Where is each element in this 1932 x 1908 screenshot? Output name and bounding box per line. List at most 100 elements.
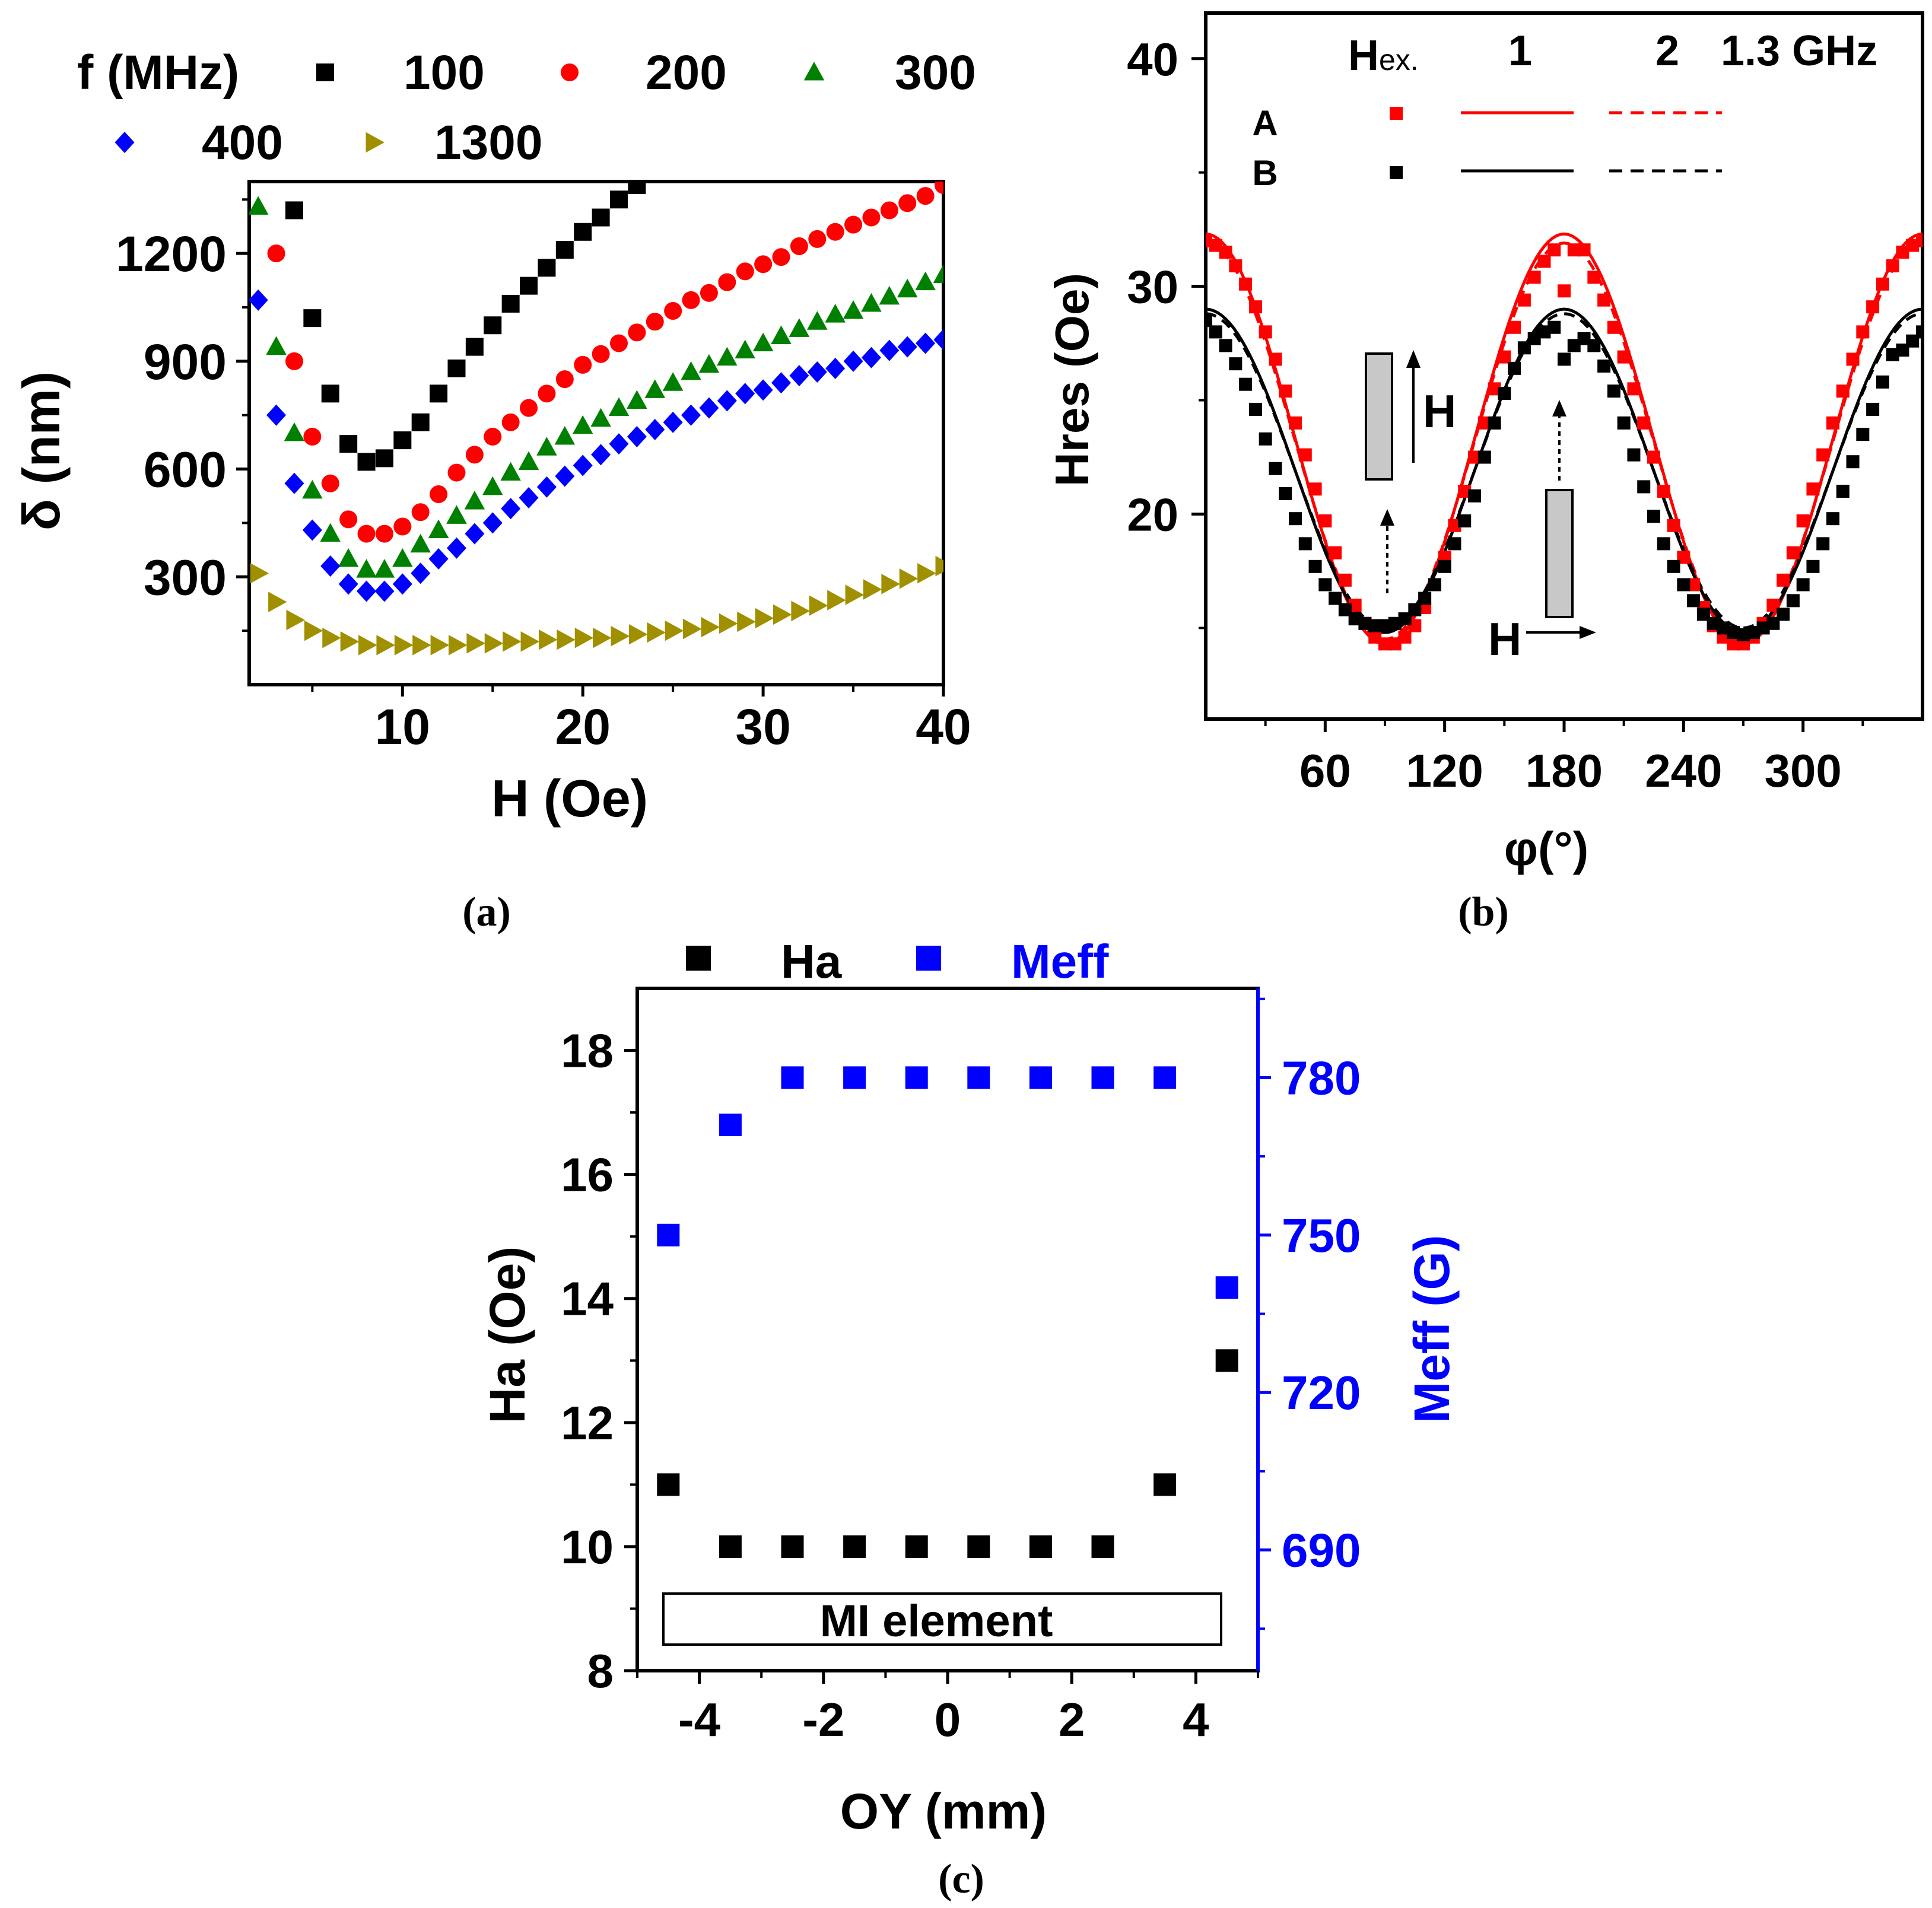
point-a-1300: [557, 629, 576, 650]
inset-h-vertical: H: [1423, 385, 1456, 437]
point-b-B-exp: [1468, 489, 1481, 503]
y2tick-label-c: 720: [1282, 1366, 1361, 1419]
xtick-label-c: 0: [935, 1693, 961, 1746]
point-a-200: [700, 284, 718, 302]
point-a-200: [555, 370, 574, 389]
point-b-B-exp: [1677, 578, 1690, 592]
point-a-100: [285, 201, 303, 220]
point-a-100: [375, 449, 393, 468]
point-b-B-exp: [1756, 621, 1770, 635]
point-b-B-exp: [1269, 462, 1282, 475]
point-b-A-exp: [1259, 325, 1272, 339]
point-a-200: [357, 524, 376, 543]
point-a-400: [627, 426, 647, 448]
point-a-1300: [647, 622, 666, 643]
point-a-200: [844, 215, 863, 234]
point-b-A-exp: [1806, 482, 1820, 496]
y2tick-label-c: 690: [1282, 1524, 1361, 1577]
point-a-1300: [863, 579, 882, 600]
point-b-A-exp: [1508, 320, 1521, 334]
point-a-300: [861, 292, 882, 312]
point-b-B-exp: [1248, 402, 1262, 416]
point-a-100: [430, 384, 448, 403]
point-b-B-exp: [1388, 616, 1402, 630]
legend-a-entry-300: 300: [895, 46, 976, 100]
point-a-400: [861, 346, 881, 368]
legend-b-col1: 1: [1508, 27, 1532, 75]
panel-b-xlabel: φ(°): [1504, 822, 1589, 875]
point-b-A-exp: [1308, 482, 1322, 496]
point-a-400: [284, 472, 304, 494]
point-b-B-exp: [1206, 314, 1212, 327]
legend-b-hex-main: H: [1348, 32, 1379, 80]
point-a-200: [808, 230, 827, 248]
point-a-300: [392, 548, 413, 567]
point-b-A-exp: [1777, 573, 1790, 587]
point-b-A-exp: [1916, 234, 1923, 247]
legend-c-meff: Meff: [1011, 935, 1109, 988]
xtick-label-b: 60: [1299, 745, 1351, 797]
point-a-300: [410, 533, 431, 553]
point-b-B-exp: [1229, 357, 1243, 371]
point-b-B-exp: [1717, 621, 1730, 635]
legend-c-ha: Ha: [781, 935, 842, 988]
legend-a-title: f (MHz): [77, 46, 239, 100]
point-a-300: [915, 271, 936, 291]
point-a-100: [628, 182, 646, 195]
point-b-B-exp: [1896, 344, 1909, 357]
point-a-1300: [340, 631, 360, 652]
point-a-200: [375, 524, 393, 543]
point-b-A-exp: [1458, 485, 1472, 498]
inset-dotted-arrowhead-center: [1552, 400, 1566, 416]
point-a-1300: [881, 574, 900, 594]
point-b-B-exp: [1259, 432, 1272, 446]
point-a-100: [664, 151, 682, 169]
legend-b-hex: Hex.: [1348, 32, 1419, 80]
point-b-B-exp: [1597, 360, 1611, 373]
point-b-A-exp: [1468, 450, 1481, 464]
point-a-200: [826, 222, 844, 241]
point-b-B-exp: [1906, 334, 1920, 348]
point-a-200: [393, 517, 412, 536]
point-b-B-exp: [1558, 352, 1571, 366]
point-a-1300: [628, 624, 648, 645]
point-a-100: [592, 208, 610, 227]
point-b-A-exp: [1856, 325, 1870, 339]
point-a-1300: [466, 633, 485, 654]
point-a-100: [574, 222, 592, 241]
point-a-100: [501, 294, 520, 313]
panel-c-ylabel: Ha (Oe): [479, 1246, 535, 1424]
point-a-200: [736, 262, 754, 281]
point-b-A-exp: [1627, 382, 1641, 396]
y2tick-label-c: 780: [1282, 1051, 1361, 1104]
point-b-B-exp: [1488, 416, 1501, 430]
point-a-100: [700, 122, 718, 140]
point-a-200: [935, 182, 943, 195]
legend-a-marker-400: [115, 132, 135, 153]
point-a-1300: [574, 628, 594, 648]
point-a-300: [284, 422, 305, 441]
point-a-400: [573, 454, 593, 476]
point-a-400: [428, 548, 449, 570]
point-a-400: [320, 555, 341, 577]
point-c-Ha: [1091, 1535, 1114, 1558]
point-b-B-exp: [1517, 341, 1531, 355]
point-b-A-exp: [1558, 284, 1571, 298]
legend-a-marker-200: [561, 63, 579, 81]
point-a-1300: [448, 635, 468, 656]
point-a-200: [628, 323, 646, 342]
point-a-100: [520, 276, 538, 295]
point-a-400: [338, 573, 358, 595]
point-a-300: [518, 451, 539, 470]
legend-b-row-b: B: [1252, 153, 1278, 193]
point-a-200: [339, 510, 358, 529]
point-b-A-exp: [1279, 384, 1292, 398]
point-a-100: [538, 259, 556, 277]
point-a-300: [302, 479, 323, 499]
point-a-200: [430, 485, 448, 503]
panel-c-label: (c): [938, 1856, 984, 1902]
point-b-B-exp: [1826, 512, 1839, 526]
y2tick-label-c: 750: [1282, 1209, 1361, 1262]
point-b-A-exp: [1667, 519, 1680, 532]
